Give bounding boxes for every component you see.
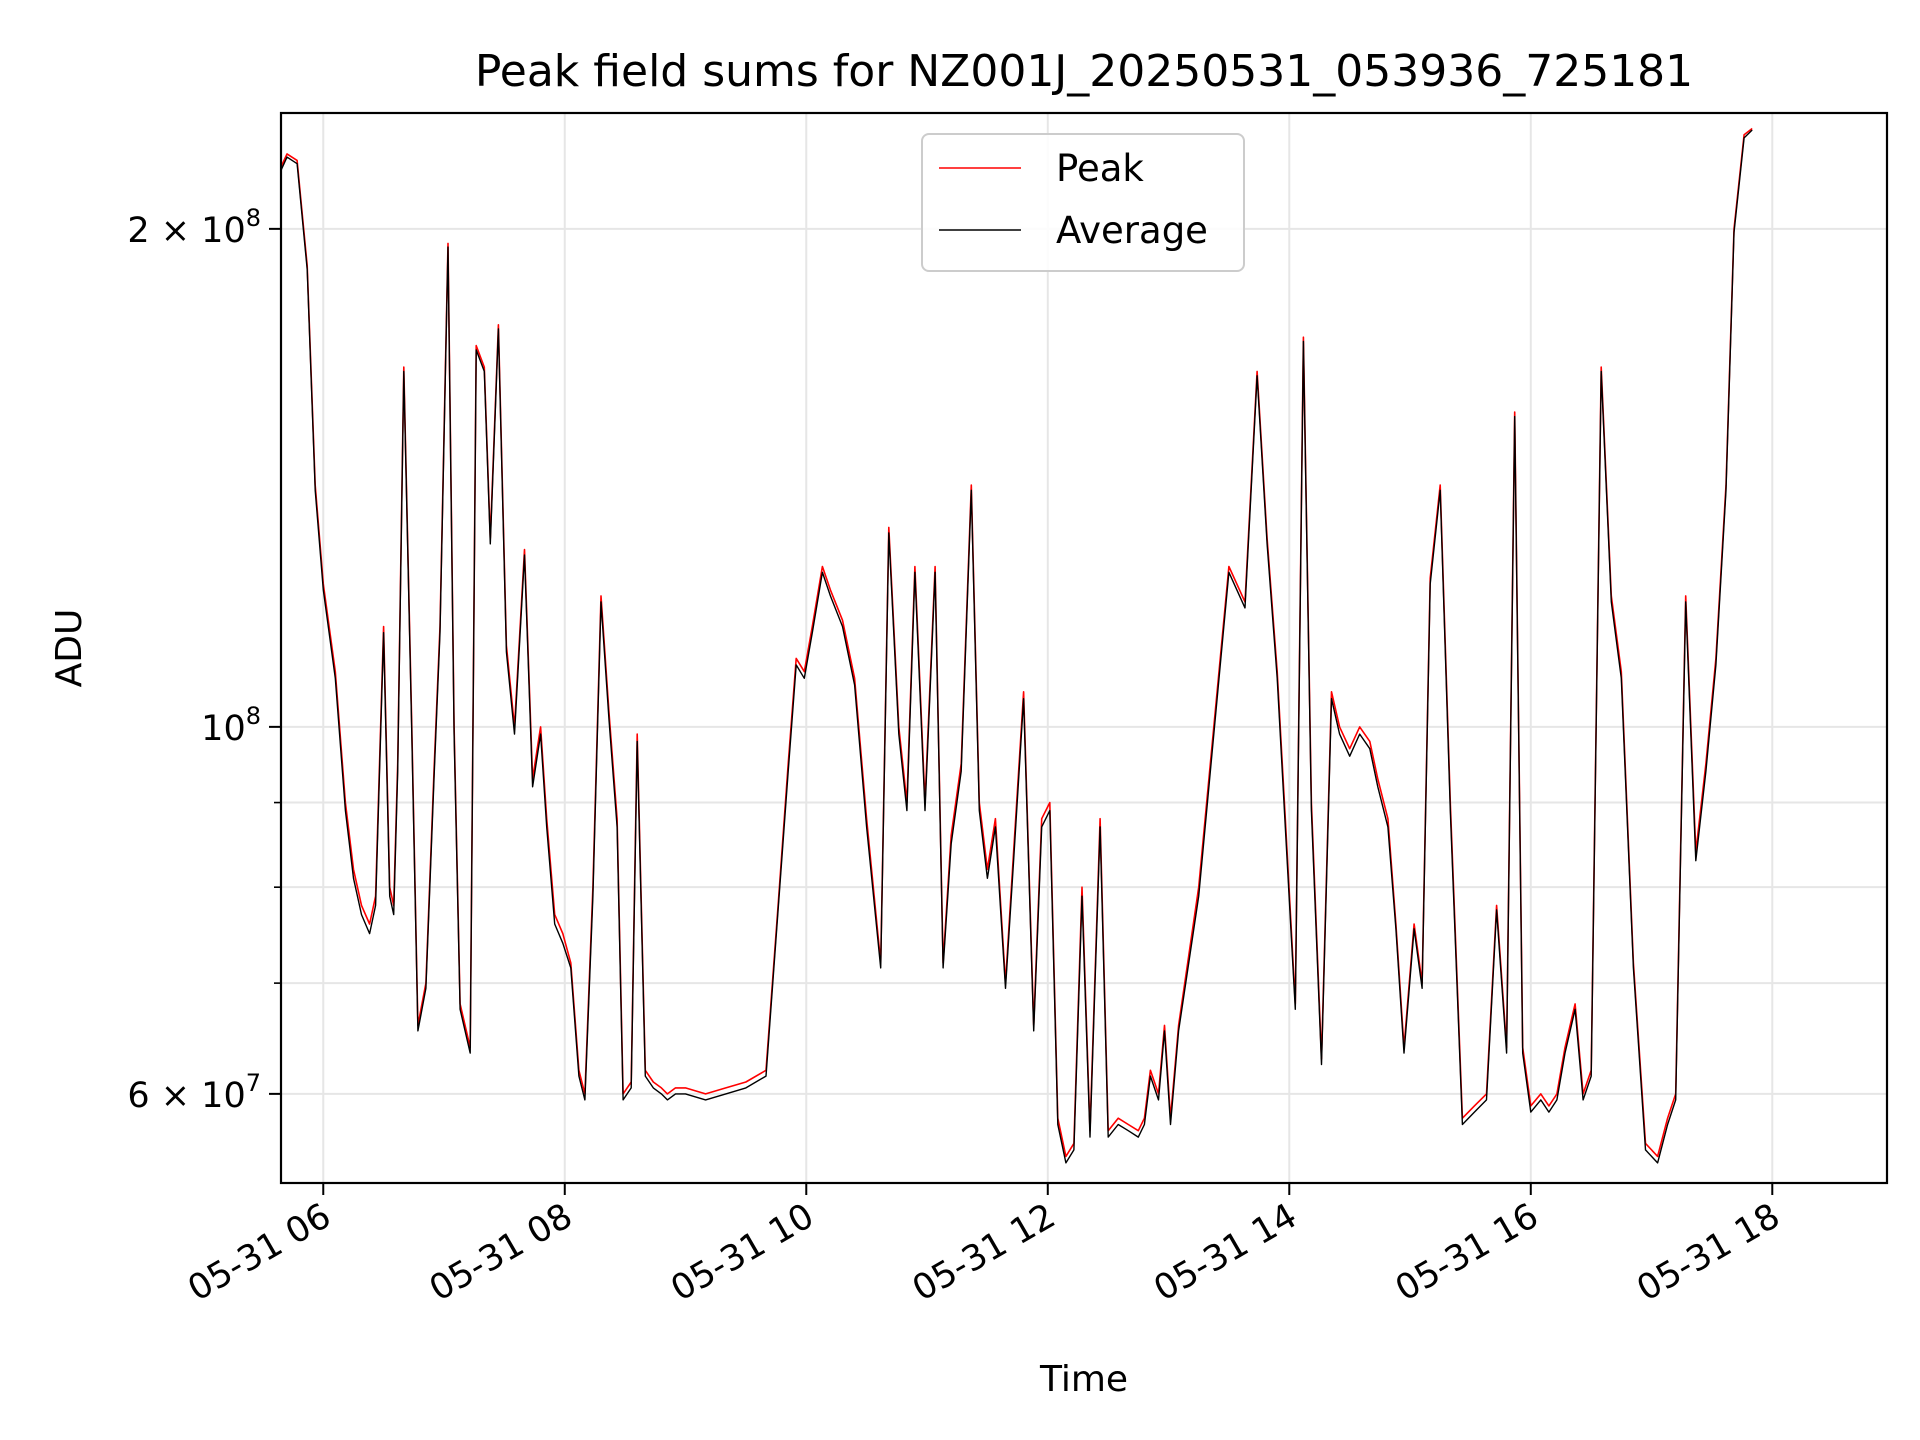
plot-area: [281, 127, 1753, 1164]
y-axis-label: ADU: [49, 609, 90, 688]
chart-title: Peak field sums for NZ001J_20250531_0539…: [475, 46, 1693, 97]
y-tick-label: 2 × 108: [127, 204, 261, 251]
y-tick-label: 108: [201, 702, 261, 749]
legend: Peak Average: [921, 133, 1245, 272]
axes-frame: [279, 111, 1889, 1185]
y-axis: 6 × 107 108 2 × 108: [127, 204, 281, 1116]
y-tick-label: 6 × 107: [127, 1069, 261, 1116]
x-axis-label: Time: [1039, 1359, 1128, 1400]
legend-label-peak: Peak: [1056, 147, 1144, 190]
series-line-average: [281, 129, 1753, 1164]
legend-label-average: Average: [1056, 209, 1208, 252]
